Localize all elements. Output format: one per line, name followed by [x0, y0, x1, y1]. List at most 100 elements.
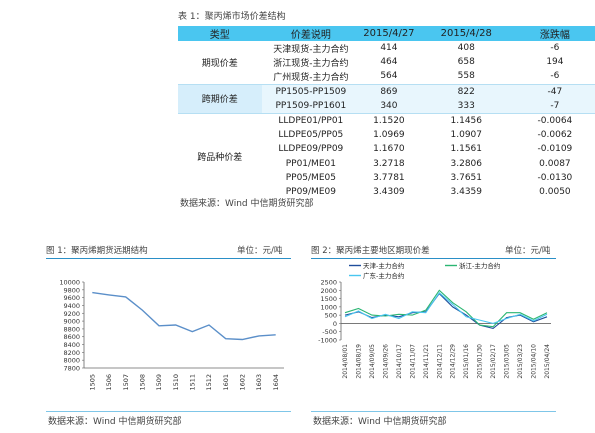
- x-tick-label: 1507: [122, 374, 130, 391]
- x-tick-label: 1509: [155, 374, 163, 391]
- row-value-date2: 1.1561: [450, 144, 483, 155]
- table-row: LLDPE05/PP05 1.0969 1.0907 -0.0062: [178, 128, 595, 142]
- x-tick-label: 2014/11/07: [409, 344, 416, 379]
- row-value-date2: 408: [457, 43, 475, 54]
- x-tick-label: 2014/10/17: [396, 344, 403, 379]
- y-tick-label: 8200: [63, 349, 80, 357]
- legend-label: 广东-主力合约: [363, 271, 404, 280]
- row-description: LLDPE05/PP05: [278, 130, 344, 141]
- row-value-date2: 333: [417, 98, 515, 114]
- figure1-caption: 图 1：聚丙烯期货远期结构: [46, 246, 148, 256]
- header-type: 类型: [178, 26, 262, 41]
- legend-label: 浙江-主力合约: [459, 261, 500, 270]
- table-row: PP09/ME09 3.4309 3.4359 0.0050: [178, 185, 595, 199]
- series-line-2: [344, 291, 548, 324]
- row-value-date1: 564: [380, 71, 398, 82]
- row-description: 天津现货-主力合约: [273, 44, 349, 55]
- table-source: 数据来源：Wind 中信期货研究部: [180, 199, 314, 209]
- row-value-date2: 658: [457, 57, 475, 68]
- table-row: 浙江现货-主力合约 464 658 194: [178, 55, 595, 69]
- figure2-top-rule: [311, 258, 556, 259]
- row-value-date2: 822: [417, 83, 515, 99]
- y-tick-label: 8800: [63, 325, 80, 333]
- figure1-top-rule: [46, 258, 291, 259]
- row-description: 浙江现货-主力合约: [273, 58, 349, 69]
- y-tick-label: 9400: [63, 302, 80, 310]
- x-tick-label: 1604: [272, 374, 280, 391]
- x-tick-label: 2015/01/16: [463, 344, 470, 379]
- y-tick-label: 8000: [63, 357, 80, 365]
- y-tick-label: 9000: [63, 318, 80, 326]
- figure1-chart: 1000098009600940092009000880086008400820…: [59, 279, 284, 391]
- row-description: PP1505-PP1509: [261, 83, 361, 99]
- row-description: 广州现货-主力合约: [273, 72, 349, 83]
- table-row: LLDPE09/PP09 1.1670 1.1561 -0.0109: [178, 142, 595, 156]
- x-tick-label: 1505: [89, 374, 97, 391]
- x-tick-label: 1512: [205, 374, 213, 391]
- header-date1: 2015/4/27: [360, 26, 418, 41]
- y-tick-label: 9600: [63, 294, 80, 302]
- row-change: -0.0064: [514, 112, 595, 129]
- table-row: PP1509-PP1601 340 333 -7: [178, 98, 595, 114]
- figure1-unit: 单位：元/吨: [237, 246, 283, 256]
- y-tick-label: -500: [322, 328, 337, 336]
- x-tick-label: 2015/04/10: [531, 344, 538, 379]
- row-change: -0.0130: [537, 172, 573, 183]
- y-tick-label: 1000: [320, 303, 337, 311]
- row-description: PP01/ME01: [285, 158, 336, 169]
- row-change: -47: [514, 83, 595, 99]
- row-value-date2: 558: [457, 71, 475, 82]
- x-tick-label: 1506: [105, 374, 113, 391]
- row-value-date1: 1.1670: [373, 144, 405, 155]
- spread-table: 类型 价差说明 2015/4/27 2015/4/28 涨跌幅 期现价差 天津现货…: [178, 26, 595, 200]
- x-tick-label: 1603: [255, 374, 263, 391]
- row-change: -0.0062: [537, 130, 573, 141]
- series-line: [92, 291, 276, 341]
- x-tick-label: 2014/12/11: [436, 344, 443, 379]
- figure2-bottom-rule: [311, 411, 556, 412]
- table-row: 跨期价差 PP1505-PP1509 869 822 -47: [178, 83, 595, 114]
- figure2-unit: 单位：元/吨: [505, 246, 551, 256]
- figure1-source: 数据来源：Wind 中信期货研究部: [48, 417, 182, 427]
- row-value-date2: 1.1456: [417, 112, 515, 129]
- row-description: PP09/ME09: [285, 186, 336, 197]
- row-value-date1: 1.1520: [360, 112, 418, 129]
- row-value-date2: 3.7651: [450, 172, 483, 183]
- row-value-date1: 1.0969: [373, 130, 405, 141]
- x-tick-label: 1508: [139, 374, 147, 391]
- x-tick-label: 2015/02/17: [490, 344, 497, 379]
- x-tick-label: 2014/08/01: [342, 344, 349, 379]
- figure2-source: 数据来源：Wind 中信期货研究部: [313, 417, 447, 427]
- y-tick-label: 7800: [63, 365, 80, 373]
- x-tick-label: 1601: [222, 374, 230, 391]
- row-value-date1: 464: [380, 57, 398, 68]
- header-description: 价差说明: [261, 26, 361, 41]
- x-tick-label: 1511: [189, 374, 197, 391]
- y-tick-label: 9200: [63, 310, 80, 318]
- x-tick-label: 2014/08/19: [355, 344, 362, 379]
- row-change: -6: [550, 71, 560, 82]
- x-tick-label: 1510: [172, 374, 180, 391]
- y-tick-label: 0: [333, 320, 337, 328]
- x-tick-label: 2014/09/26: [382, 344, 389, 379]
- x-tick-label: 2015/01/30: [477, 344, 484, 379]
- legend-label: 天津-主力合约: [363, 261, 404, 270]
- row-category: 跨期价差: [178, 83, 262, 114]
- x-tick-label: 1602: [239, 374, 247, 391]
- row-description: PP1509-PP1601: [261, 98, 361, 114]
- y-tick-label: 500: [325, 312, 337, 320]
- row-value-date2: 3.4359: [450, 186, 483, 197]
- figure1-bottom-rule: [46, 411, 291, 412]
- table-row: PP01/ME01 3.2718 3.2806 0.0087: [178, 157, 595, 171]
- row-value-date1: 3.4309: [373, 186, 405, 197]
- row-description: LLDPE01/PP01: [261, 112, 361, 129]
- row-value-date2: 3.2806: [450, 158, 483, 169]
- table-header-row: 类型 价差说明 2015/4/27 2015/4/28 涨跌幅: [178, 26, 595, 41]
- table-row: PP05/ME05 3.7781 3.7651 -0.0130: [178, 171, 595, 185]
- x-tick-label: 2015/03/05: [504, 344, 511, 379]
- x-tick-label: 2015/04/24: [544, 344, 551, 379]
- y-tick-label: 2500: [320, 279, 337, 287]
- table-row: 期现价差 天津现货-主力合约 414 408 -6: [178, 41, 595, 69]
- y-tick-label: 9800: [63, 286, 80, 294]
